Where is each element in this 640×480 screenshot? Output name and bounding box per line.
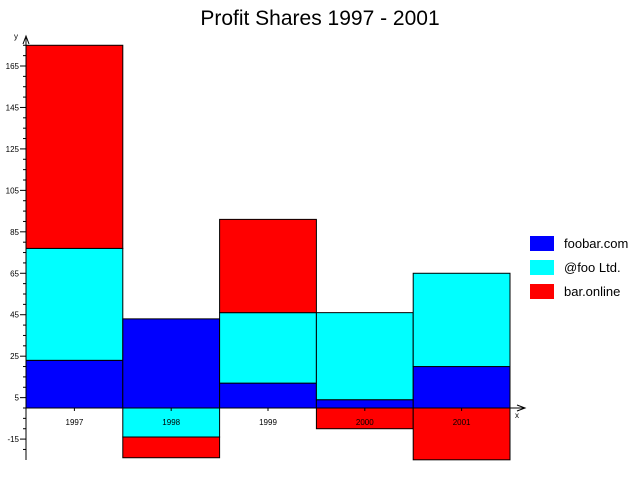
- y-axis-label: y: [14, 32, 18, 41]
- bar-1998-series-1: [122, 407, 221, 438]
- x-tick-label-1998: 1998: [162, 418, 180, 427]
- bar-1997-series-0: [25, 359, 124, 409]
- bar-1998-series-2: [122, 436, 221, 459]
- x-axis-label: x: [515, 411, 519, 420]
- legend-swatch-2: [530, 284, 554, 299]
- legend-label-2: bar.online: [564, 284, 620, 299]
- x-tick-label-2001: 2001: [453, 418, 471, 427]
- x-axis-arrow: [516, 404, 527, 412]
- legend-label-1: @foo Ltd.: [564, 260, 621, 275]
- bar-2000-series-0: [315, 399, 414, 409]
- y-tick-label: 145: [6, 103, 20, 112]
- bar-2001-series-1: [412, 272, 511, 368]
- chart-title: Profit Shares 1997 - 2001: [200, 7, 439, 30]
- y-tick-label: 65: [10, 269, 19, 278]
- legend: foobar.com @foo Ltd. bar.online: [530, 236, 628, 299]
- x-tick-label-1997: 1997: [66, 418, 84, 427]
- bar-2001-series-0: [412, 366, 511, 409]
- bar-2000-series-1: [315, 312, 414, 401]
- bar-1999-series-1: [219, 312, 317, 384]
- bar-1999-series-0: [219, 382, 317, 409]
- y-tick-label: 85: [10, 228, 19, 237]
- y-tick-label: 125: [6, 145, 20, 154]
- legend-label-0: foobar.com: [564, 236, 628, 251]
- y-tick-label: 25: [10, 352, 19, 361]
- y-axis-arrow: [22, 34, 30, 45]
- bar-1999-series-2: [219, 218, 317, 314]
- y-tick-label: -15: [7, 435, 19, 444]
- y-tick-label: 5: [15, 394, 20, 403]
- bar-1997-series-2: [25, 44, 124, 249]
- bars-group: [25, 44, 511, 461]
- legend-swatch-1: [530, 260, 554, 275]
- y-tick-label: 165: [6, 62, 20, 71]
- axes-group: y 165 145 125 105 85 65 45 25 5 -15 x 1997 1998 1999 20…: [6, 32, 527, 460]
- legend-swatch-0: [530, 236, 554, 251]
- x-tick-label-1999: 1999: [259, 418, 277, 427]
- y-tick-label: 105: [6, 186, 20, 195]
- x-tick-label-2000: 2000: [356, 418, 374, 427]
- y-tick-label: 45: [10, 311, 19, 320]
- bar-1998-series-0: [122, 318, 221, 409]
- bar-1997-series-1: [25, 247, 124, 361]
- bar-2001-series-2: [412, 407, 511, 461]
